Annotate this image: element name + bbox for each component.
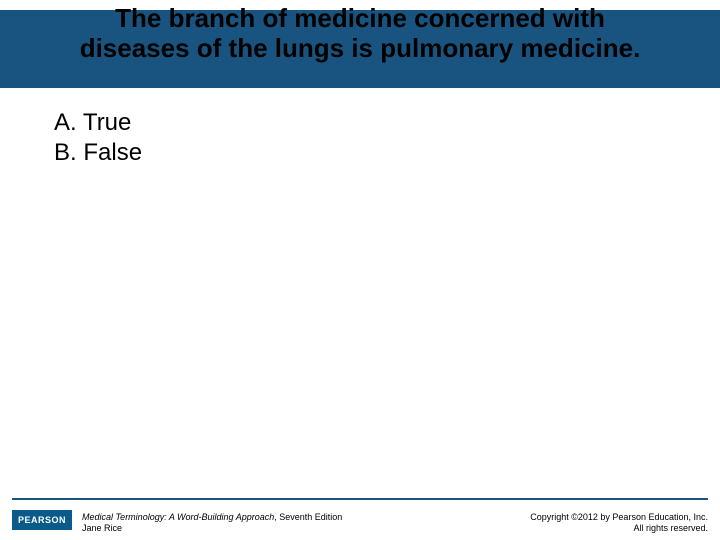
book-line1: Medical Terminology: A Word-Building App…: [82, 512, 342, 523]
copyright-line1: Copyright ©2012 by Pearson Education, In…: [530, 512, 708, 523]
footer: PEARSON Medical Terminology: A Word-Buil…: [12, 504, 708, 534]
question-title: The branch of medicine concerned with di…: [0, 4, 720, 64]
options-list: A. True B. False: [54, 108, 142, 168]
copyright-line2: All rights reserved.: [530, 523, 708, 534]
pearson-logo: PEARSON: [12, 510, 72, 530]
book-edition: , Seventh Edition: [274, 512, 342, 522]
book-title: Medical Terminology: A Word-Building App…: [82, 512, 274, 522]
title-line2: diseases of the lungs is pulmonary medic…: [80, 33, 641, 63]
book-author: Jane Rice: [82, 523, 342, 534]
footer-divider: [12, 498, 708, 500]
pearson-logo-text: PEARSON: [18, 515, 66, 525]
book-info: Medical Terminology: A Word-Building App…: [82, 512, 342, 535]
option-letter: A.: [54, 109, 77, 136]
option-b[interactable]: B. False: [54, 138, 142, 168]
copyright: Copyright ©2012 by Pearson Education, In…: [530, 512, 708, 535]
option-letter: B.: [54, 139, 77, 166]
option-text: True: [83, 109, 131, 136]
title-line1: The branch of medicine concerned with: [115, 3, 605, 33]
slide: The branch of medicine concerned with di…: [0, 0, 720, 540]
option-text: False: [83, 139, 142, 166]
option-a[interactable]: A. True: [54, 108, 142, 138]
